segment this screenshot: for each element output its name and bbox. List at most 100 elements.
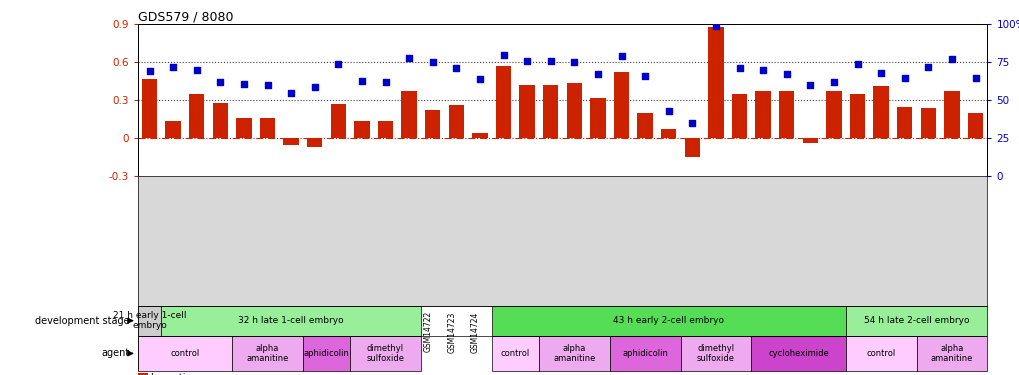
Bar	[330, 104, 345, 138]
Bar	[538, 336, 609, 371]
Point	[731, 65, 747, 71]
Text: aphidicolin: aphidicolin	[304, 349, 350, 358]
Point	[212, 79, 228, 85]
Bar	[232, 336, 303, 371]
Bar	[401, 92, 417, 138]
Point	[754, 67, 770, 73]
Bar	[916, 336, 986, 371]
Bar	[920, 108, 935, 138]
Bar	[751, 336, 845, 371]
Point	[447, 65, 464, 71]
Point	[566, 59, 582, 65]
Text: 54 h late 2-cell embryo: 54 h late 2-cell embryo	[863, 316, 968, 325]
Text: 21 h early 1-cell
embryo: 21 h early 1-cell embryo	[113, 311, 186, 330]
Bar	[802, 138, 817, 143]
Bar	[165, 121, 180, 138]
Bar	[448, 105, 464, 138]
Bar	[732, 94, 747, 138]
Point	[919, 64, 935, 70]
Point	[612, 53, 629, 59]
Point	[636, 73, 652, 79]
Text: GDS579 / 8080: GDS579 / 8080	[138, 10, 233, 23]
Point	[872, 70, 889, 76]
Bar	[161, 306, 421, 336]
Point	[777, 72, 794, 78]
Point	[542, 58, 558, 64]
Bar	[944, 92, 959, 138]
Point	[589, 72, 605, 78]
Point	[424, 59, 440, 65]
Bar	[354, 121, 369, 138]
Text: control: control	[170, 349, 200, 358]
Bar	[307, 138, 322, 147]
Text: control: control	[500, 349, 530, 358]
Point	[307, 84, 323, 90]
Text: 43 h early 2-cell embryo: 43 h early 2-cell embryo	[612, 316, 723, 325]
Bar	[519, 85, 534, 138]
Bar	[637, 113, 652, 138]
Point	[896, 75, 912, 81]
Bar	[283, 138, 299, 145]
Bar	[849, 94, 864, 138]
Point	[825, 79, 842, 85]
Point	[282, 90, 299, 96]
Bar	[138, 306, 161, 336]
Bar	[425, 110, 440, 138]
Bar	[845, 336, 916, 371]
Bar	[491, 336, 538, 371]
Bar	[845, 306, 986, 336]
Bar	[142, 79, 157, 138]
Bar	[236, 118, 252, 138]
Point	[495, 52, 512, 58]
Bar	[303, 336, 350, 371]
Point	[684, 120, 700, 126]
Point	[966, 75, 982, 81]
Bar	[609, 336, 680, 371]
Text: development stage: development stage	[35, 316, 129, 326]
Bar	[590, 98, 605, 138]
Point	[235, 81, 252, 87]
Bar	[377, 121, 392, 138]
Text: alpha
amanitine: alpha amanitine	[930, 344, 972, 363]
Point	[519, 58, 535, 64]
Bar	[350, 336, 421, 371]
Text: dimethyl
sulfoxide: dimethyl sulfoxide	[366, 344, 405, 363]
Bar	[707, 27, 722, 138]
Bar	[684, 138, 699, 157]
Bar	[660, 129, 676, 138]
Bar	[472, 133, 487, 138]
Text: control: control	[866, 349, 895, 358]
Point	[142, 69, 158, 75]
Text: agent: agent	[101, 348, 129, 358]
Bar	[189, 94, 204, 138]
Bar	[138, 373, 148, 375]
Bar	[967, 113, 982, 138]
Point	[849, 61, 865, 67]
Point	[801, 82, 817, 88]
Point	[377, 79, 393, 85]
Bar	[825, 92, 841, 138]
Point	[330, 61, 346, 67]
Bar	[542, 85, 557, 138]
Bar	[680, 336, 751, 371]
Bar	[779, 92, 794, 138]
Point	[354, 78, 370, 84]
Point	[472, 76, 488, 82]
Point	[707, 23, 723, 29]
Point	[189, 67, 205, 73]
Point	[660, 108, 677, 114]
Text: alpha
amanitine: alpha amanitine	[246, 344, 288, 363]
Bar	[495, 66, 511, 138]
Bar	[755, 92, 770, 138]
Bar	[138, 336, 232, 371]
Text: alpha
amanitine: alpha amanitine	[552, 344, 595, 363]
Bar	[260, 118, 275, 138]
Bar	[613, 72, 629, 138]
Text: log ratio: log ratio	[151, 373, 192, 375]
Point	[400, 55, 417, 61]
Point	[165, 64, 181, 70]
Bar	[896, 106, 912, 138]
Text: aphidicolin: aphidicolin	[622, 349, 667, 358]
Text: dimethyl
sulfoxide: dimethyl sulfoxide	[696, 344, 735, 363]
Text: 32 h late 1-cell embryo: 32 h late 1-cell embryo	[238, 316, 343, 325]
